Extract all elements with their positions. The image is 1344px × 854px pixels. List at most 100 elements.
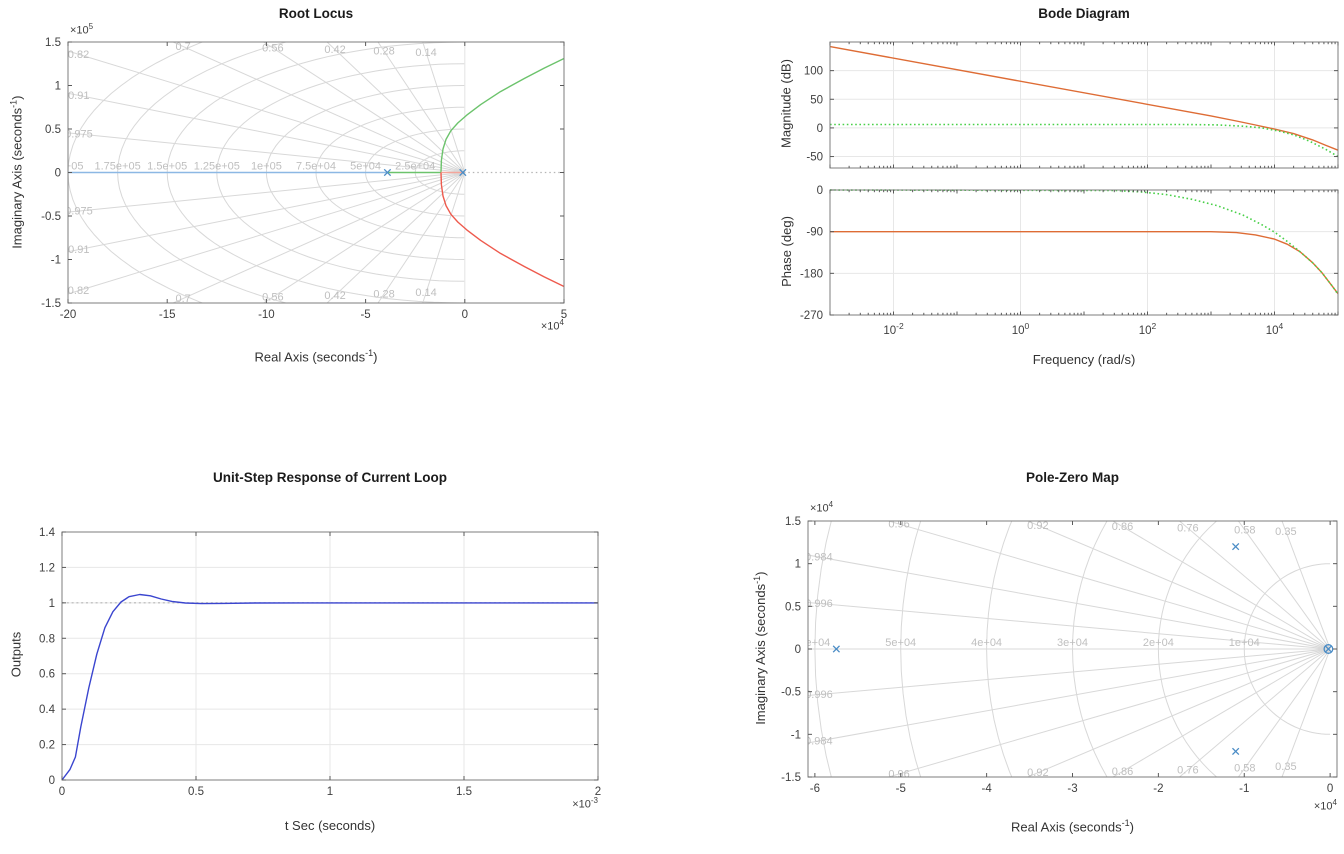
- root-locus-y-exponent: ×105: [70, 22, 94, 37]
- wn-label: 2.5e+04: [395, 161, 435, 173]
- wn-label: 5e+04: [885, 637, 916, 649]
- zeta-label: 0.7: [175, 293, 190, 305]
- label: -1: [51, 255, 61, 267]
- zeta-label: 0.14: [415, 287, 436, 299]
- locus-branches: [68, 57, 565, 288]
- label: 1: [795, 559, 801, 571]
- zeta-label: 0.28: [373, 46, 394, 58]
- wn-label: 1e+05: [251, 161, 282, 173]
- step-response-title: Unit-Step Response of Current Loop: [213, 470, 447, 485]
- zeta-line: [808, 554, 1331, 650]
- zeta-line: [68, 172, 465, 295]
- label: -3: [1067, 783, 1077, 795]
- label: -0.5: [781, 687, 801, 699]
- wn-arc: [1071, 521, 1108, 777]
- zeta-label: 0.975: [65, 128, 93, 140]
- pole-marker: [1232, 542, 1240, 551]
- root-locus-xlabel: Real Axis (seconds-1): [254, 348, 378, 365]
- tick-marks: [61, 531, 599, 781]
- tick-labels: -6 -5 -4 -3 -2 -1 0 -1.5 -1 -0.5 0 0.5 1 1.5: [781, 516, 1333, 795]
- zero-marker: [1323, 644, 1334, 654]
- zeta-label: 0.56: [262, 292, 283, 304]
- wn-label: 3e+04: [1057, 637, 1088, 649]
- pole-marker: [1324, 645, 1333, 653]
- zeta-label: 0.82: [68, 285, 89, 297]
- sgrid-labels: 0.14 0.14 0.28 0.28 0.42 0.42 0.56 0.56 0.7 0.7 0.…: [53, 41, 437, 305]
- sgrid-labels: 0.35 0.35 0.58 0.58 0.76 0.76 0.86 0.86 0.92 0.92…: [799, 519, 1297, 780]
- bode-magnitude-ylabel: Magnitude (dB): [778, 59, 794, 148]
- label: -90: [806, 227, 823, 239]
- label: -5: [360, 309, 370, 321]
- pole-marker: [383, 168, 392, 177]
- pole-zero-map-plot: 0.35 0.35 0.58 0.58 0.76 0.76 0.86 0.86 0.92 0.92…: [740, 460, 1344, 854]
- closed-loop-magnitude: [830, 123, 1339, 158]
- zeta-label: 0.76: [1177, 523, 1198, 535]
- wn-label: 2e+05: [53, 161, 84, 173]
- label: 0: [462, 309, 468, 321]
- step-curve-group: [61, 593, 598, 781]
- wn-label: 1.5e+05: [147, 161, 187, 173]
- bode-phase-ylabel: Phase (deg): [779, 216, 794, 287]
- bode-xlabel: Frequency (rad/s): [1032, 352, 1136, 367]
- zeta-label: 0.7: [175, 41, 190, 53]
- bode-diagram-canvas: 100 50 0 -50 0 -90 -180 -270 10-2 100 102 104: [800, 41, 1339, 337]
- zeta-label: 0.86: [1112, 521, 1133, 533]
- zeta-label: 0.975: [65, 206, 93, 218]
- step-response-plot: 0 0.5 1 1.5 2 0 0.2 0.4 0.6 0.8 1 1.2 1.4 Unit-Step …: [0, 460, 620, 854]
- label: 1.5: [456, 786, 472, 798]
- label: 2: [595, 786, 601, 798]
- tick-labels: -20 -15 -10 -5 0 5 -1.5 -1 -0.5 0 0.5 1 1.5: [41, 37, 567, 321]
- zeta-label: 0.42: [324, 44, 345, 56]
- zeta-line: [68, 132, 465, 173]
- label: -5: [896, 783, 906, 795]
- step-output: [61, 593, 598, 781]
- zeta-line: [808, 648, 1331, 697]
- label: 0: [49, 775, 55, 787]
- pole-zero-map-ylabel: Imaginary Axis (seconds-1): [751, 571, 769, 725]
- step-response-x-exponent: ×10-3: [572, 796, 598, 811]
- zeta-label: 0.984: [805, 552, 833, 564]
- label: 0.5: [45, 124, 61, 136]
- tick-marks: [67, 41, 565, 304]
- label: -10: [258, 309, 275, 321]
- zeta-label: 0.76: [1177, 764, 1198, 776]
- root-locus-x-exponent: ×104: [540, 318, 564, 333]
- zeta-label: 0.86: [1112, 766, 1133, 778]
- zeta-label: 0.14: [415, 47, 436, 59]
- pole-zero-map-canvas: 0.35 0.35 0.58 0.58 0.76 0.76 0.86 0.86 0.92 0.92…: [781, 516, 1338, 795]
- label: 0.6: [39, 669, 55, 681]
- zeta-label: 0.42: [324, 290, 345, 302]
- label: 0.2: [39, 740, 55, 752]
- zeta-label: 0.35: [1275, 761, 1296, 773]
- pole-marker: [1232, 747, 1240, 756]
- label: 0: [55, 168, 61, 180]
- label: -270: [800, 310, 823, 322]
- pole-marker: [459, 168, 467, 177]
- label: -0.5: [41, 211, 61, 223]
- zeta-label: 0.92: [1027, 520, 1048, 532]
- label: -1.5: [41, 298, 61, 310]
- pole-zero-map-x-exponent: ×104: [1313, 798, 1337, 813]
- label: -1.5: [781, 772, 801, 784]
- tick-marks: [808, 520, 1337, 778]
- wn-label: 2e+04: [1143, 637, 1174, 649]
- step-response-canvas: 0 0.5 1 1.5 2 0 0.2 0.4 0.6 0.8 1 1.2 1.4: [39, 527, 601, 798]
- pole-zero-map-y-exponent: ×104: [810, 500, 834, 515]
- zeta-label: 0.58: [1234, 524, 1255, 536]
- zeta-line: [68, 172, 465, 213]
- decade-label: 104: [1266, 321, 1284, 337]
- zeta-label: 0.28: [373, 288, 394, 300]
- wn-label: 1.25e+05: [194, 161, 240, 173]
- label: 0.8: [39, 633, 55, 645]
- zeta-label: 0.96: [888, 519, 909, 531]
- wn-label: 5e+04: [350, 161, 381, 173]
- zeta-label: 0.96: [888, 768, 909, 780]
- label: -15: [159, 309, 176, 321]
- wn-label: 7.5e+04: [296, 161, 336, 173]
- log-tick-marks: [829, 189, 1339, 316]
- label: 100: [804, 66, 823, 78]
- label: 0: [795, 644, 801, 656]
- wn-label: 6e+04: [799, 637, 830, 649]
- decade-label: 100: [1012, 321, 1030, 337]
- zeta-label: 0.91: [68, 90, 89, 102]
